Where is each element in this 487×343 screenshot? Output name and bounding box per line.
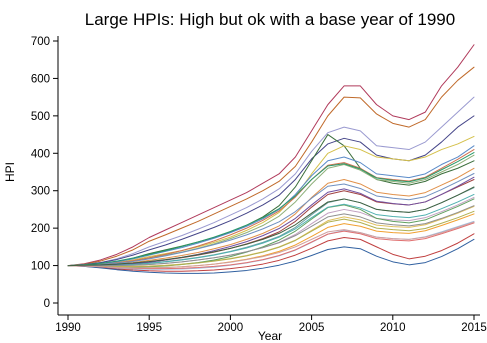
y-axis-ticks: 0 100 200 300 400 500 600 700 (31, 36, 58, 310)
series-line-16 (67, 233, 475, 272)
x-tick-label: 2010 (380, 322, 406, 334)
series-line-6 (67, 135, 475, 267)
series-line-21 (67, 193, 475, 267)
y-axis-label: HPI (3, 162, 17, 182)
x-tick-label: 1995 (136, 322, 162, 334)
x-tick-label: 2000 (218, 322, 244, 334)
series-line-19 (67, 149, 475, 267)
series-lines (67, 44, 475, 274)
y-tick-label: 600 (31, 73, 50, 85)
chart-title: Large HPIs: High but ok with a base year… (85, 10, 455, 29)
series-line-7 (67, 145, 475, 267)
x-axis-label: Year (258, 329, 282, 343)
series-line-2 (67, 66, 475, 267)
y-tick-label: 200 (31, 223, 50, 235)
y-tick-label: 700 (31, 36, 50, 48)
y-tick-label: 300 (31, 186, 50, 198)
x-tick-label: 2005 (299, 322, 325, 334)
y-tick-label: 400 (31, 148, 50, 160)
series-line-20 (67, 176, 475, 267)
y-tick-label: 0 (44, 298, 50, 310)
x-axis-ticks: 1990 1995 2000 2005 2010 2015 (55, 315, 487, 334)
series-line-28 (67, 186, 475, 267)
series-line-27 (67, 221, 475, 269)
series-line-22 (67, 210, 475, 268)
y-tick-label: 500 (31, 111, 50, 123)
series-line-17 (67, 238, 475, 274)
x-tick-label: 2015 (461, 322, 487, 334)
series-line-24 (67, 173, 475, 267)
series-line-25 (67, 205, 475, 267)
series-line-1 (67, 44, 475, 267)
y-tick-label: 100 (31, 261, 50, 273)
series-line-3 (67, 96, 475, 267)
series-line-26 (67, 152, 475, 267)
x-tick-label: 1990 (55, 322, 81, 334)
